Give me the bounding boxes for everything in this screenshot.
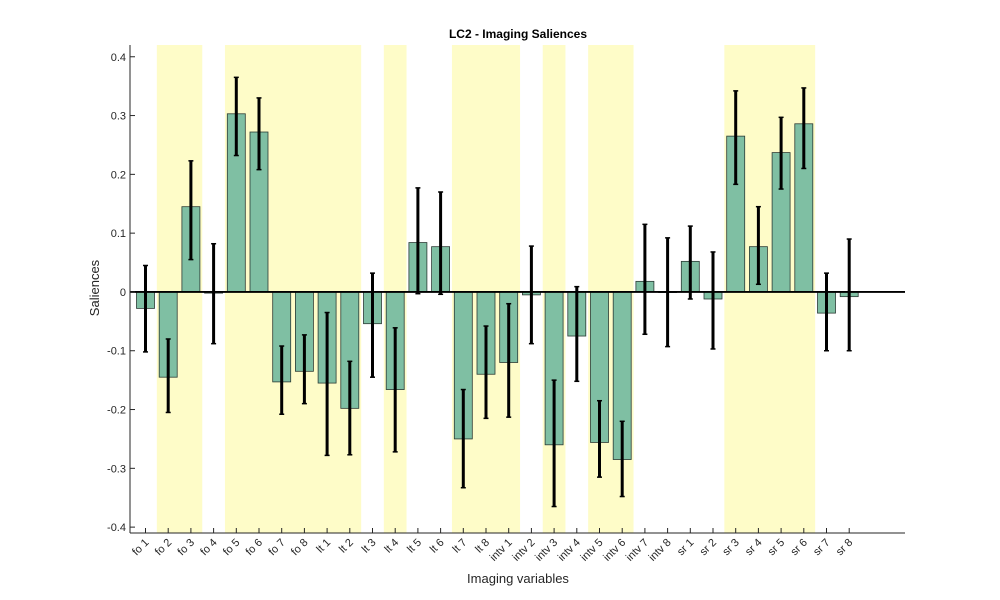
chart-title: LC2 - Imaging Saliences (449, 27, 587, 41)
y-tick-label: -0.3 (107, 463, 126, 475)
x-tick-label: intv 8 (647, 537, 674, 564)
x-tick-label: sr 6 (788, 537, 809, 558)
error-bars (143, 76, 852, 508)
x-tick-label: sr 7 (811, 537, 832, 558)
x-tick-label: intv 1 (488, 537, 515, 564)
y-tick-label: 0.3 (111, 111, 126, 123)
y-tick-label: -0.4 (107, 522, 126, 534)
x-tick-label: fo 8 (289, 537, 310, 558)
x-tick-label: sr 3 (720, 537, 741, 558)
x-tick-label: lt 4 (382, 537, 401, 556)
x-tick-label: lt 1 (314, 537, 333, 556)
y-tick-label: -0.1 (107, 346, 126, 358)
x-tick-label: fo 5 (221, 537, 242, 558)
x-tick-label: fo 7 (266, 537, 287, 558)
x-tick-label: sr 1 (675, 537, 696, 558)
x-tick-label: lt 5 (405, 537, 424, 556)
x-tick-label: lt 7 (451, 537, 470, 556)
x-tick-label: fo 3 (176, 537, 197, 558)
x-tick-label: sr 4 (743, 537, 764, 558)
y-tick-label: 0.4 (111, 52, 126, 64)
x-tick-label: lt 2 (337, 537, 356, 556)
x-tick-label: intv 6 (601, 537, 628, 564)
y-tick-label: 0.1 (111, 228, 126, 240)
x-tick-label: fo 2 (153, 537, 174, 558)
highlight-band (224, 45, 362, 533)
x-tick-label: sr 2 (698, 537, 719, 558)
x-tick-label: intv 3 (533, 537, 560, 564)
x-tick-label: intv 5 (579, 537, 606, 564)
x-axis-label: Imaging variables (467, 571, 569, 586)
x-tick-label: intv 7 (624, 537, 651, 564)
x-tick-label: intv 2 (510, 537, 537, 564)
x-tick-label: fo 4 (198, 537, 219, 558)
highlight-band (383, 45, 407, 533)
y-ticks: -0.4 -0.3 -0.2 -0.1 0 0.1 0.2 0.3 0.4 (107, 52, 135, 534)
y-axis-label: Saliences (87, 259, 102, 316)
x-tick-label: fo 1 (130, 537, 151, 558)
x-tick-label: intv 4 (556, 537, 583, 564)
x-tick-label: lt 6 (428, 537, 447, 556)
y-tick-label: -0.2 (107, 405, 126, 417)
x-tick-label: sr 8 (834, 537, 855, 558)
x-tick-label: fo 6 (244, 537, 265, 558)
y-tick-label: 0.2 (111, 169, 126, 181)
y-tick-label: 0 (120, 287, 126, 299)
x-tick-label: lt 3 (360, 537, 379, 556)
x-tick-label: sr 5 (766, 537, 787, 558)
